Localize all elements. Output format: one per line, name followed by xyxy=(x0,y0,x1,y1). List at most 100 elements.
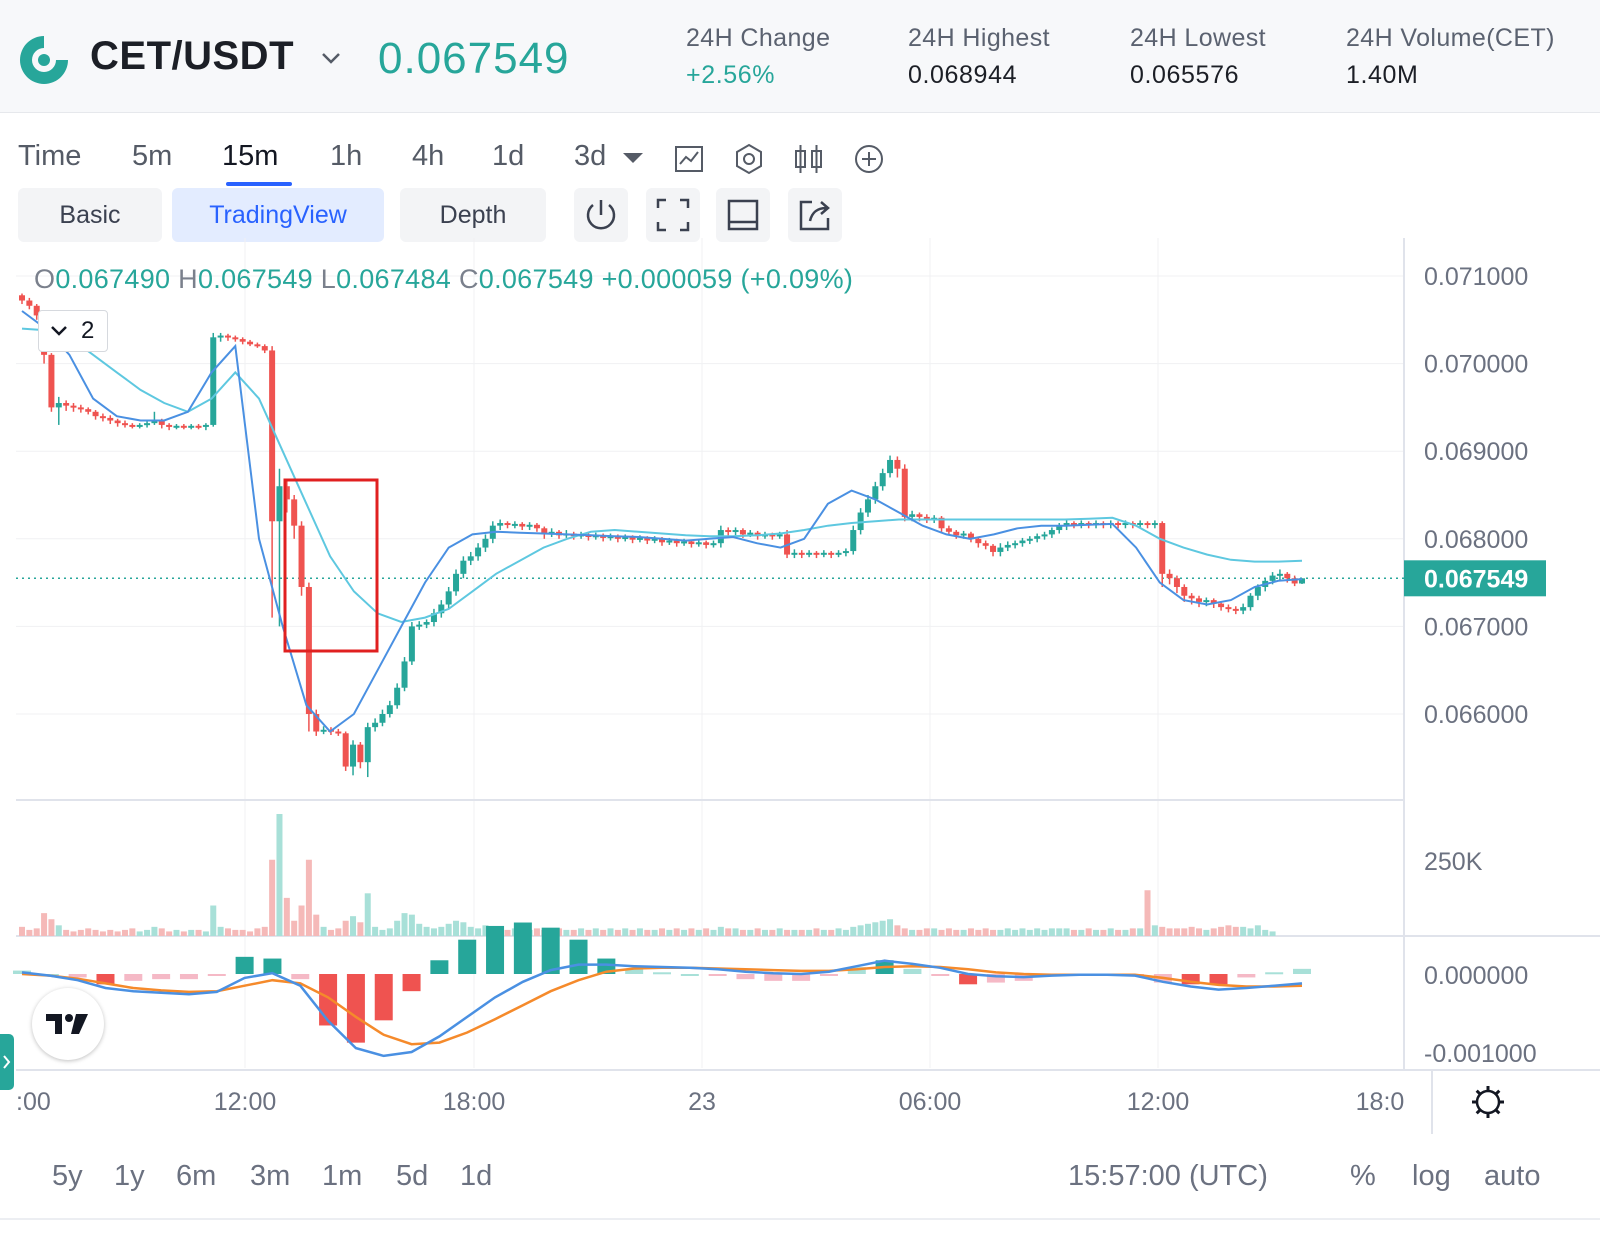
current-price-tag xyxy=(1404,560,1546,597)
side-panel-toggle[interactable] xyxy=(0,1034,14,1090)
candle-body xyxy=(1181,586,1188,596)
power-button[interactable] xyxy=(574,188,628,242)
active-tab-indicator xyxy=(226,182,292,186)
candle-body xyxy=(320,729,327,732)
candle-body xyxy=(894,459,901,469)
volume-bar xyxy=(585,929,592,936)
volume-bar xyxy=(747,929,754,936)
high-value: 0.067549 xyxy=(197,264,313,294)
candle-body xyxy=(1012,543,1019,546)
candle-body xyxy=(732,530,739,533)
settings-icon[interactable] xyxy=(732,142,766,176)
volume-bar xyxy=(453,920,460,936)
tab-time[interactable]: Time xyxy=(18,140,82,172)
candle-body xyxy=(92,411,99,417)
volume-bar xyxy=(342,920,349,936)
macd-histogram-bar xyxy=(903,968,922,974)
volume-bar xyxy=(636,928,643,936)
candle-body xyxy=(636,537,643,540)
candle-body xyxy=(703,542,710,545)
candle-body xyxy=(335,731,342,734)
candle-body xyxy=(769,534,776,537)
volume-bar xyxy=(1078,929,1085,936)
clock-display[interactable]: 15:57:00 (UTC) xyxy=(1068,1160,1268,1192)
volume-bar xyxy=(784,929,791,936)
candle-body xyxy=(210,337,217,425)
price-chart[interactable]: 0.071000 0.070000 0.069000 0.068000 0.067000… xyxy=(0,238,1600,1138)
volume-bar xyxy=(144,929,151,936)
percent-toggle[interactable]: % xyxy=(1350,1160,1376,1192)
add-circle-icon[interactable] xyxy=(852,142,886,176)
gear-icon-tooth xyxy=(1475,1108,1482,1115)
volume-bar xyxy=(504,929,511,936)
candle-body xyxy=(48,354,55,408)
volume-bar xyxy=(872,922,879,936)
range-1y[interactable]: 1y xyxy=(114,1160,145,1192)
range-5y[interactable]: 5y xyxy=(52,1160,83,1192)
candle-body xyxy=(813,552,820,555)
volume-bar xyxy=(607,928,614,936)
volume-bar xyxy=(960,929,967,936)
candle-body xyxy=(916,514,923,517)
volume-bar xyxy=(1166,928,1173,936)
macd-histogram-bar xyxy=(179,974,198,980)
tab-5m[interactable]: 5m xyxy=(132,140,173,172)
compare-candles-icon[interactable] xyxy=(792,142,826,176)
log-toggle[interactable]: log xyxy=(1412,1160,1451,1192)
mode-basic-button[interactable]: Basic xyxy=(18,188,162,242)
volume-bar xyxy=(350,916,357,936)
volume-bar xyxy=(305,859,312,936)
candle-body xyxy=(1159,523,1166,574)
fullscreen-button[interactable] xyxy=(646,188,700,242)
share-button[interactable] xyxy=(788,188,842,242)
indicator-chart-icon[interactable] xyxy=(672,142,706,176)
mode-depth-button[interactable]: Depth xyxy=(400,188,546,242)
tab-1h[interactable]: 1h xyxy=(330,140,363,172)
volume-bar xyxy=(70,931,77,936)
volume-bar xyxy=(835,928,842,936)
candle-body xyxy=(33,305,40,316)
candle-body xyxy=(1078,523,1085,526)
candle-body xyxy=(151,420,158,424)
macd-histogram-bar xyxy=(819,974,838,976)
indicator-collapse-button[interactable]: 2 xyxy=(38,310,108,352)
macd-histogram-bar xyxy=(653,972,671,975)
range-1d[interactable]: 1d xyxy=(460,1160,493,1192)
volume-bar xyxy=(879,920,886,936)
macd-histogram-bar xyxy=(68,974,87,978)
macd-histogram-bar xyxy=(152,974,171,980)
macd-histogram-bar xyxy=(13,970,31,974)
volume-bar xyxy=(850,926,857,936)
volume-bar xyxy=(254,928,261,936)
volume-bar xyxy=(372,926,379,936)
layout-button[interactable] xyxy=(716,188,770,242)
tab-1d[interactable]: 1d xyxy=(492,140,525,172)
volume-bar xyxy=(578,928,585,936)
stat-label: 24H Lowest xyxy=(1130,24,1267,52)
range-5d[interactable]: 5d xyxy=(396,1160,429,1192)
volume-bar xyxy=(408,914,415,936)
auto-toggle[interactable]: auto xyxy=(1484,1160,1541,1192)
tab-15m[interactable]: 15m xyxy=(222,140,279,172)
range-6m[interactable]: 6m xyxy=(176,1160,217,1192)
indicator-count: 2 xyxy=(81,317,95,344)
mode-tradingview-button[interactable]: TradingView xyxy=(172,188,384,242)
candle-body xyxy=(798,552,805,555)
macd-histogram-bar xyxy=(291,974,310,980)
range-1m[interactable]: 1m xyxy=(322,1160,363,1192)
gear-icon[interactable] xyxy=(1472,1086,1504,1118)
chevron-down-icon[interactable] xyxy=(318,48,344,68)
bottom-divider xyxy=(0,1218,1600,1220)
volume-bar xyxy=(313,914,320,936)
tab-3d[interactable]: 3d xyxy=(574,140,607,172)
volume-bar xyxy=(386,928,393,936)
candle-body xyxy=(386,705,393,714)
candle-body xyxy=(460,560,467,574)
time-axis-label: :00 xyxy=(16,1088,51,1116)
pair-selector[interactable]: CET/USDT xyxy=(90,34,294,78)
caret-down-icon[interactable] xyxy=(620,148,646,168)
range-3m[interactable]: 3m xyxy=(250,1160,291,1192)
candle-body xyxy=(967,533,974,539)
tab-4h[interactable]: 4h xyxy=(412,140,445,172)
tradingview-logo[interactable] xyxy=(32,988,104,1060)
